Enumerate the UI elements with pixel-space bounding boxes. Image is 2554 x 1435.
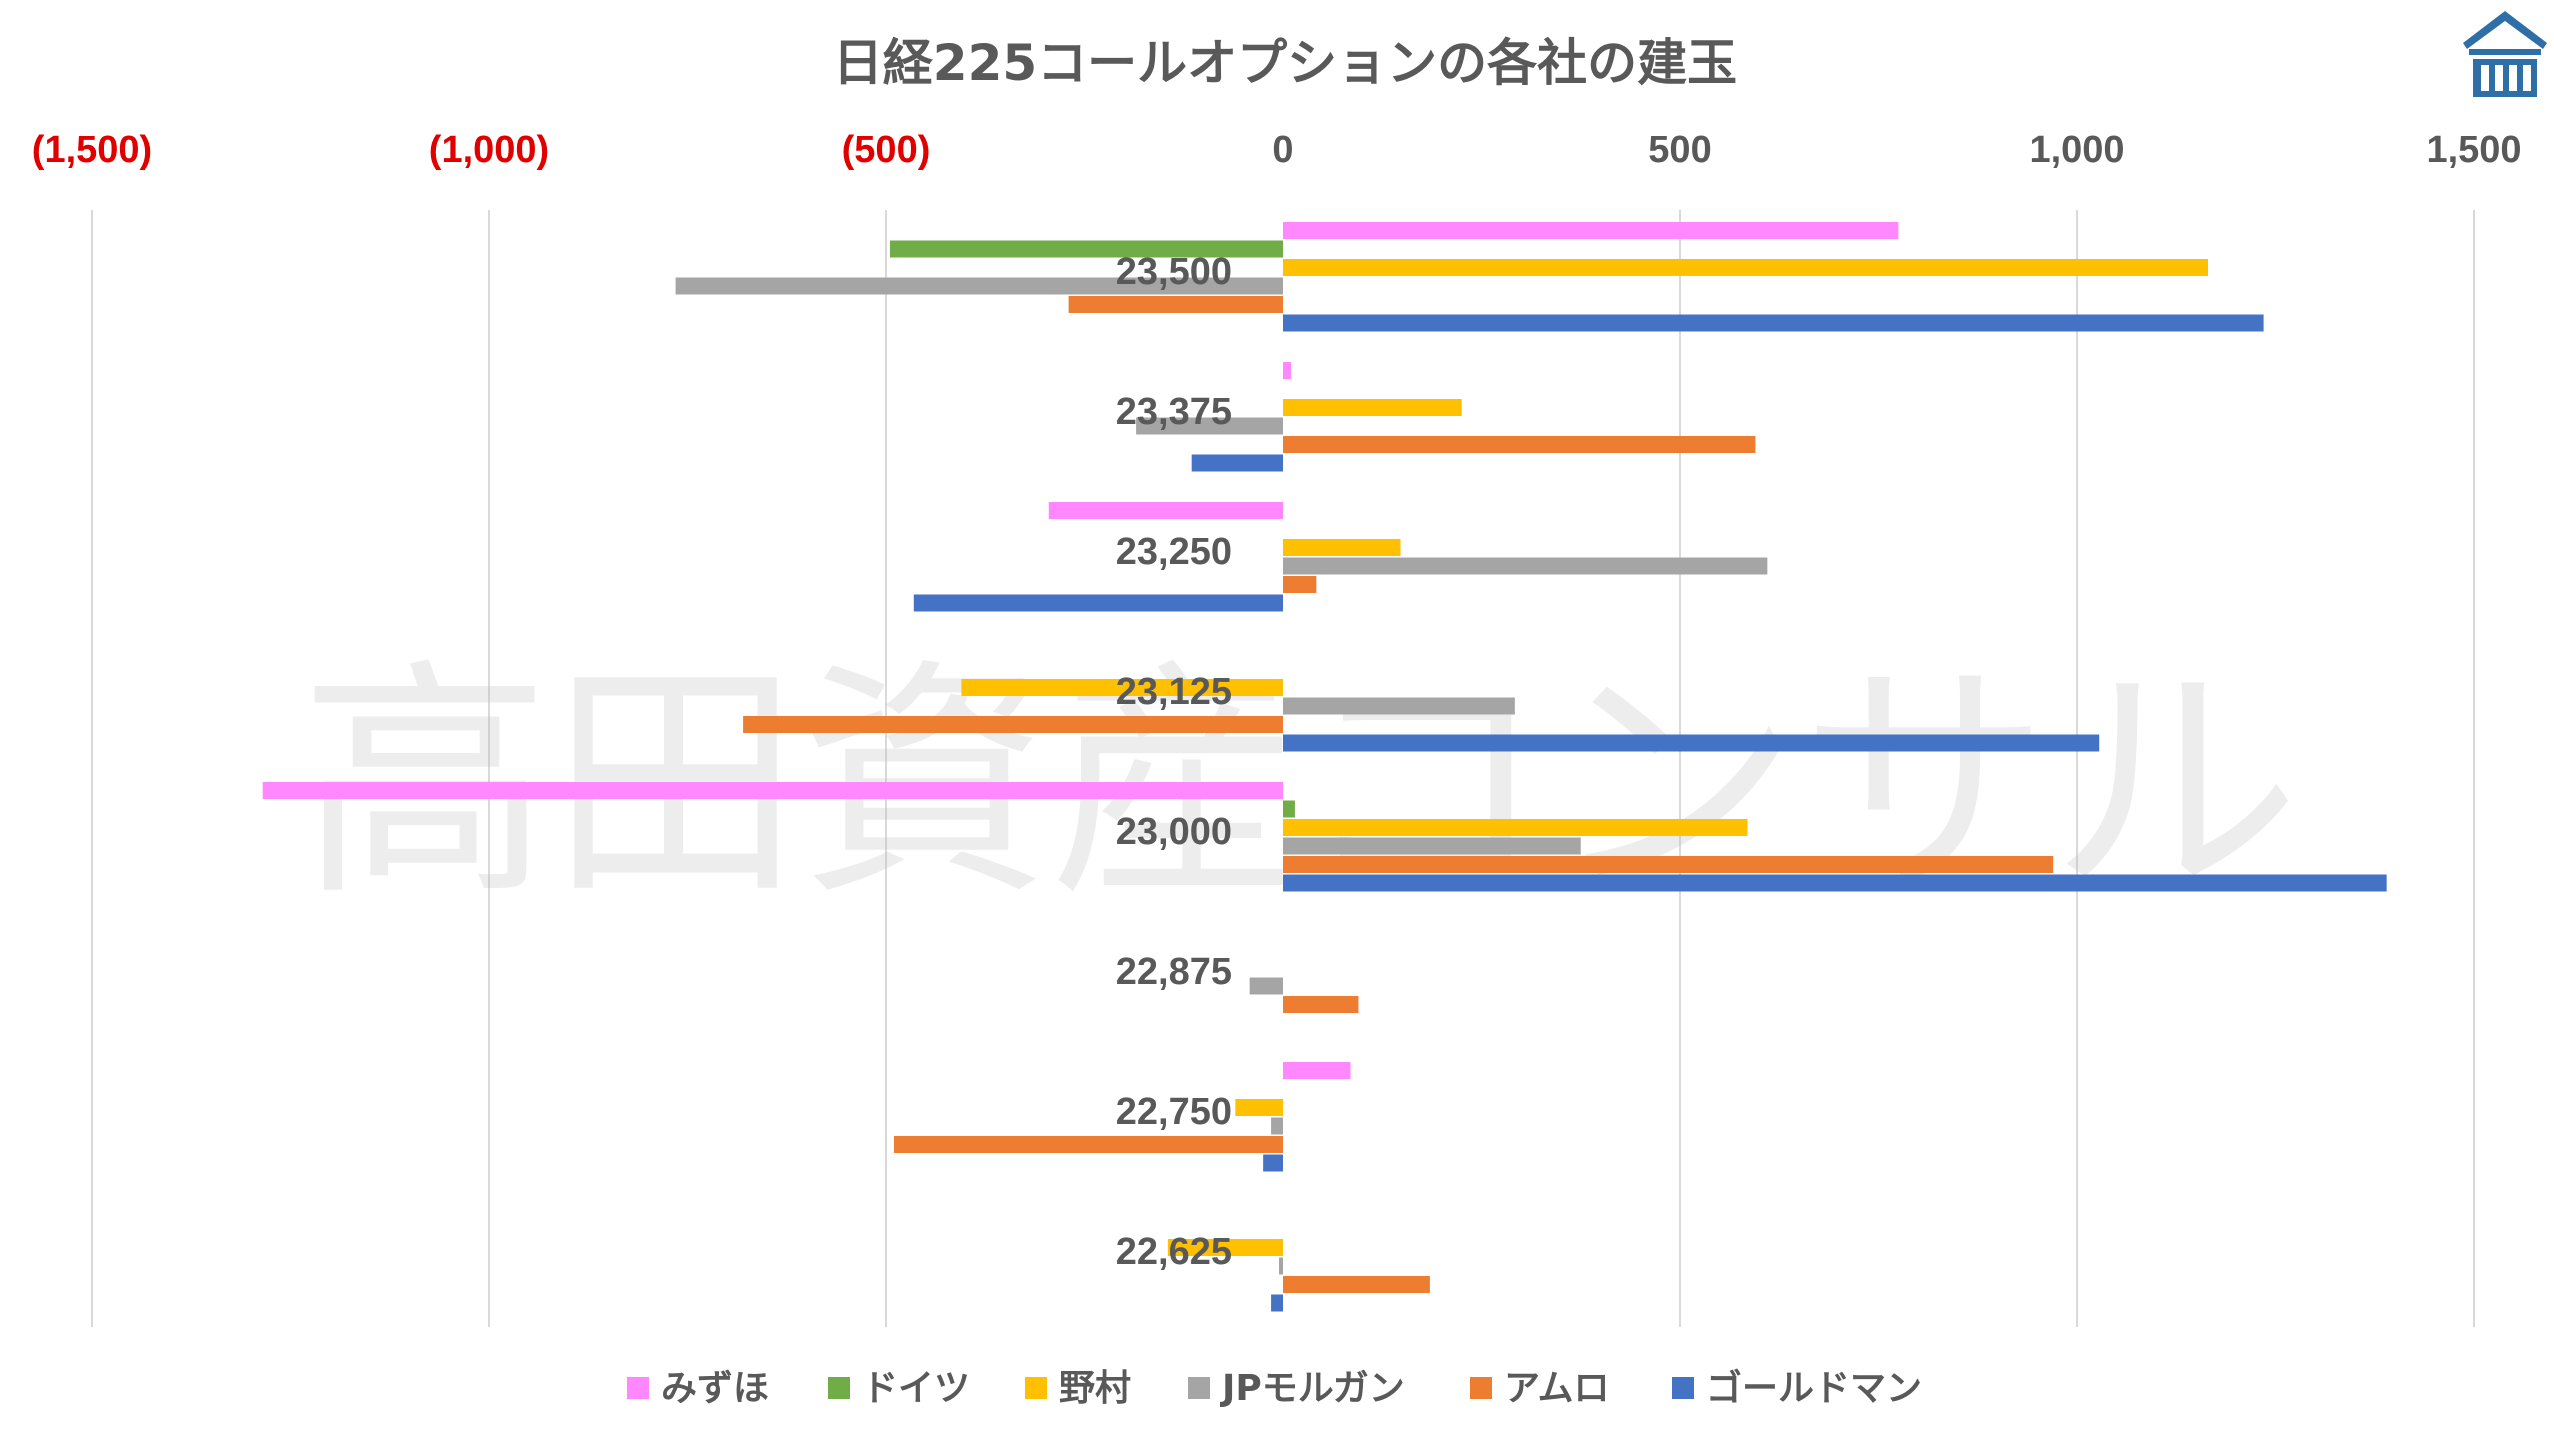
category-label: 22,625 — [1116, 1231, 1232, 1273]
legend-label: アムロ — [1504, 1368, 1609, 1409]
bar — [1283, 362, 1291, 379]
bar — [889, 240, 1283, 258]
legend-swatch — [1672, 1377, 1694, 1399]
bar — [1271, 1294, 1283, 1312]
legend-label: みずほ — [661, 1368, 769, 1409]
bar — [913, 594, 1283, 612]
bar — [1283, 436, 1756, 453]
bar — [1191, 454, 1283, 472]
bar — [1279, 1257, 1283, 1275]
bar — [675, 277, 1283, 295]
legend-label: ゴールドマン — [1706, 1367, 1922, 1409]
bar — [1283, 222, 1899, 239]
bar — [961, 679, 1283, 696]
bar — [1283, 1062, 1351, 1079]
gridlines — [91, 210, 2475, 1327]
category-label: 23,375 — [1116, 391, 1232, 433]
bar — [1283, 259, 2209, 276]
bar — [1283, 856, 2054, 873]
category-label: 22,750 — [1116, 1091, 1232, 1133]
x-tick-label: 500 — [1648, 129, 1711, 171]
bar — [743, 716, 1283, 733]
x-axis-ticks: (1,500) (1,000) (500) 0 500 1,000 1,500 — [32, 129, 2522, 171]
legend-swatch — [1188, 1377, 1210, 1399]
bar — [1283, 314, 2264, 332]
legend-swatch — [1025, 1377, 1047, 1399]
legend-swatch — [627, 1377, 649, 1399]
bar — [1048, 502, 1283, 519]
x-tick-label: 1,500 — [2426, 129, 2521, 171]
bar — [1283, 576, 1317, 593]
bar — [1283, 837, 1581, 855]
x-tick-label: 0 — [1272, 129, 1293, 171]
bars — [262, 222, 2387, 1312]
bar — [1283, 697, 1515, 715]
bar — [262, 782, 1284, 799]
x-tick-label: (1,000) — [429, 129, 549, 171]
bar — [1263, 1154, 1283, 1172]
bar — [1068, 296, 1283, 313]
legend-label: ドイツ — [862, 1368, 970, 1409]
bar — [1283, 819, 1748, 836]
bar — [1136, 417, 1283, 435]
bar — [1249, 977, 1283, 995]
category-labels: 23,500 23,375 23,250 23,125 23,000 22,875 22,7… — [1116, 251, 1232, 1273]
x-tick-label: 1,000 — [2029, 129, 2124, 171]
bar — [1283, 1276, 1430, 1293]
legend-swatch — [828, 1377, 850, 1399]
bar — [893, 1136, 1283, 1153]
bar — [1283, 539, 1401, 556]
bar — [1271, 1117, 1283, 1135]
category-label: 23,250 — [1116, 531, 1232, 573]
bar — [1235, 1099, 1283, 1116]
category-label: 23,000 — [1116, 811, 1232, 853]
bar — [1283, 734, 2100, 752]
bar — [1283, 557, 1768, 575]
chart-title: 日経225コールオプションの各社の建玉 — [833, 34, 1737, 92]
category-label: 22,875 — [1116, 951, 1232, 993]
x-tick-label: (1,500) — [32, 129, 152, 171]
bar — [1283, 399, 1462, 416]
legend-label: 野村 — [1059, 1368, 1131, 1409]
legend-swatch — [1470, 1377, 1492, 1399]
legend-label: JPモルガン — [1219, 1368, 1405, 1409]
bar — [1283, 874, 2387, 892]
category-label: 23,125 — [1116, 671, 1232, 713]
building-logo-icon — [2463, 11, 2547, 97]
bar — [1167, 1239, 1283, 1256]
bar — [1283, 800, 1295, 818]
legend: みずほ ドイツ 野村 JPモルガン アムロ ゴールドマン — [627, 1367, 1922, 1409]
x-tick-label: (500) — [842, 129, 931, 171]
category-label: 23,500 — [1116, 251, 1232, 293]
bar — [1283, 996, 1359, 1013]
